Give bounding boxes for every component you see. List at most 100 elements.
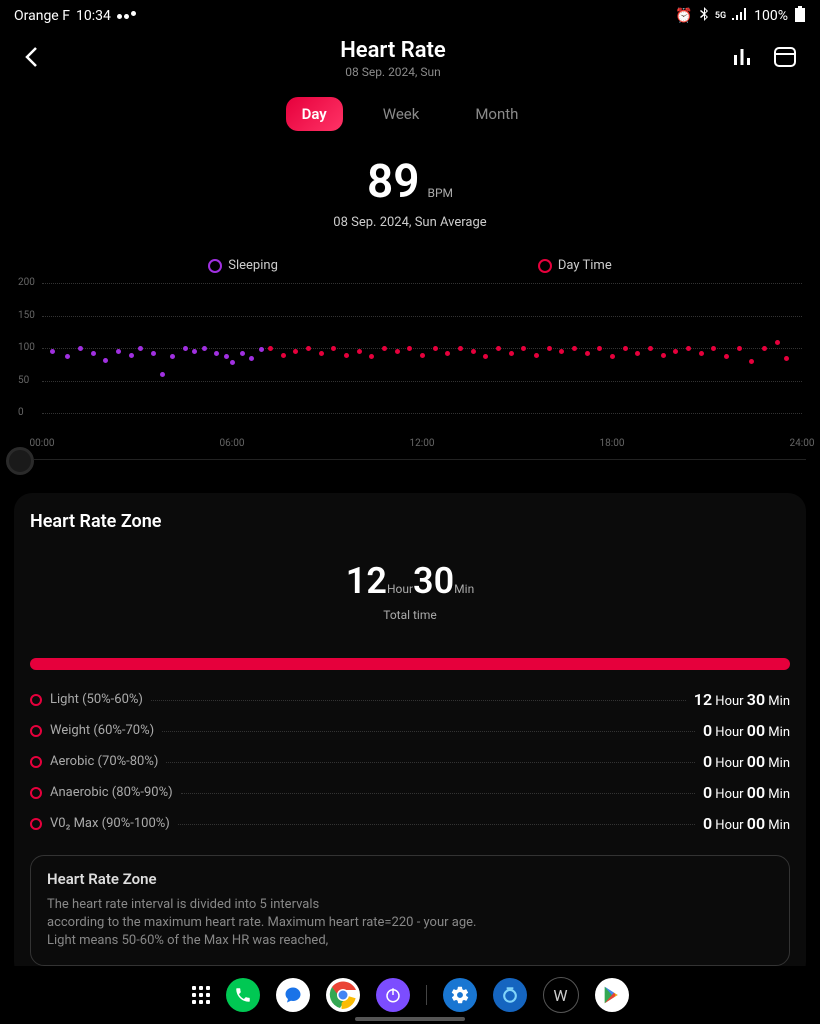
zone-total-label: Total time — [30, 608, 790, 622]
chart-point — [129, 353, 134, 358]
chart-point — [623, 346, 628, 351]
chart-point — [224, 354, 229, 359]
chart-point — [103, 358, 108, 363]
divider-knob-icon — [6, 447, 34, 475]
zone-row: Weight (60%-70%) 0 Hour 00 Min — [30, 715, 790, 746]
app-header: Heart Rate 08 Sep. 2024, Sun — [0, 28, 820, 79]
tab-day[interactable]: Day — [286, 97, 343, 131]
chart-point — [784, 356, 789, 361]
zone-dot-icon — [30, 787, 42, 799]
calendar-icon[interactable] — [774, 47, 796, 71]
alarm-icon: ⏰ — [675, 8, 692, 24]
chart-point — [597, 346, 602, 351]
legend-sleeping: Sleeping — [208, 258, 278, 273]
chart-point — [65, 354, 70, 359]
app-settings-icon[interactable] — [443, 978, 477, 1012]
chart-legend: Sleeping Day Time — [0, 258, 820, 273]
chart-point — [420, 353, 425, 358]
app-messages-icon[interactable] — [276, 978, 310, 1012]
zone-info-box: Heart Rate Zone The heart rate interval … — [30, 855, 790, 966]
chart-point — [749, 359, 754, 364]
zone-row-value: 0 Hour 00 Min — [703, 721, 790, 740]
chart-point — [610, 354, 615, 359]
status-bar: Orange F 10:34 ⏰ 5G 100% — [0, 0, 820, 28]
chart-point — [78, 346, 83, 351]
zone-dot-icon — [30, 818, 42, 830]
zone-row-value: 0 Hour 00 Min — [703, 783, 790, 802]
chart-point — [259, 347, 264, 352]
daytime-ring-icon — [538, 259, 552, 273]
chart-point — [382, 346, 387, 351]
zone-row: Light (50%-60%)12 Hour 30 Min — [30, 684, 790, 715]
zone-info-title: Heart Rate Zone — [47, 870, 773, 888]
chart-point — [138, 346, 143, 351]
back-button[interactable] — [24, 46, 54, 72]
y-axis-tick: 200 — [18, 277, 35, 288]
app-power-icon[interactable] — [376, 978, 410, 1012]
tab-week[interactable]: Week — [367, 97, 436, 131]
app-chrome-icon[interactable] — [326, 978, 360, 1012]
zone-total: 12Hour30Min Total time — [30, 560, 790, 622]
chart-point — [509, 351, 514, 356]
home-indicator[interactable] — [355, 1017, 465, 1021]
zone-row: V0₂ Max (90%-100%) 0 Hour 00 Min — [30, 808, 790, 839]
zone-row-label: Weight (60%-70%) — [50, 723, 154, 738]
zone-row: Anaerobic (80%-90%) 0 Hour 00 Min — [30, 777, 790, 808]
chart-point — [293, 349, 298, 354]
zone-hours: 12 — [346, 560, 387, 602]
chart-point — [50, 349, 55, 354]
hr-zone-card: Heart Rate Zone 12Hour30Min Total time L… — [14, 493, 806, 980]
zone-row-label: Aerobic (70%-80%) — [50, 754, 158, 769]
app-w-icon[interactable]: W — [543, 977, 579, 1013]
bluetooth-icon — [699, 7, 709, 25]
zone-mins: 30 — [413, 560, 454, 602]
chart-point — [407, 346, 412, 351]
chart-point — [202, 346, 207, 351]
y-axis-tick: 150 — [18, 310, 35, 321]
chart-point — [433, 346, 438, 351]
y-axis-tick: 100 — [18, 342, 35, 353]
chart-point — [547, 346, 552, 351]
zone-progress-bar — [30, 658, 790, 670]
chart-point — [699, 351, 704, 356]
chart-point — [160, 372, 165, 377]
chart-point — [521, 346, 526, 351]
zone-breakdown: Light (50%-60%)12 Hour 30 MinWeight (60%… — [30, 684, 790, 839]
hr-chart[interactable]: 05010015020000:0006:0012:0018:0024:00 — [18, 283, 802, 433]
chart-point — [170, 354, 175, 359]
app-drawer-icon[interactable] — [192, 986, 210, 1004]
chart-point — [534, 353, 539, 358]
zone-row-value: 12 Hour 30 Min — [694, 690, 790, 709]
navbar-separator — [426, 985, 427, 1005]
chart-point — [711, 346, 716, 351]
chart-point — [686, 346, 691, 351]
stats-icon[interactable] — [732, 47, 752, 71]
chart-point — [445, 351, 450, 356]
y-axis-tick: 0 — [18, 407, 24, 418]
app-circle-icon[interactable] — [493, 978, 527, 1012]
chart-point — [648, 346, 653, 351]
zone-row-value: 0 Hour 00 Min — [703, 752, 790, 771]
chart-point — [737, 346, 742, 351]
chart-point — [572, 346, 577, 351]
chart-point — [230, 360, 235, 365]
zone-dot-icon — [30, 694, 42, 706]
clock-label: 10:34 — [76, 8, 111, 24]
period-tabs: Day Week Month — [0, 97, 820, 131]
chart-point — [458, 346, 463, 351]
zone-info-text: The heart rate interval is divided into … — [47, 896, 773, 951]
chart-point — [762, 346, 767, 351]
chart-point — [183, 346, 188, 351]
chart-point — [151, 351, 156, 356]
chart-point — [369, 354, 374, 359]
zone-row-value: 0 Hour 00 Min — [703, 814, 790, 833]
tab-month[interactable]: Month — [459, 97, 534, 131]
chart-point — [91, 351, 96, 356]
app-play-icon[interactable] — [595, 978, 629, 1012]
signal-icon — [732, 8, 748, 24]
section-divider — [0, 447, 820, 475]
battery-icon — [794, 6, 806, 26]
zone-row-label: V0₂ Max (90%-100%) — [50, 816, 170, 831]
zone-row-label: Anaerobic (80%-90%) — [50, 785, 173, 800]
app-phone-icon[interactable] — [226, 978, 260, 1012]
